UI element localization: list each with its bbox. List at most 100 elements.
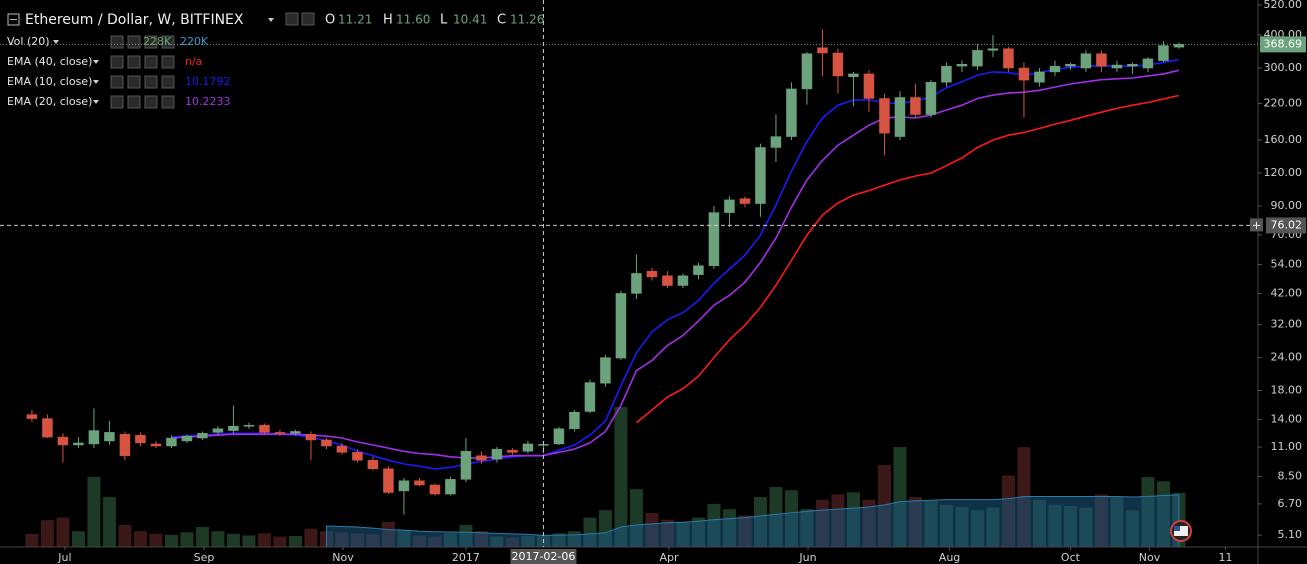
y-tick-label: 6.70 [1278,497,1303,510]
volume-bar [257,533,271,547]
y-tick-label: 5.10 [1278,528,1303,541]
y-tick-label: 300.00 [1264,61,1303,74]
candle-body [1034,71,1045,83]
indicator-icon[interactable] [161,95,175,109]
candle-body [925,81,937,115]
indicator-icon[interactable] [161,55,175,69]
indicator-icon[interactable] [110,35,124,49]
dropdown-arrow[interactable] [53,40,59,44]
candle-body [522,443,534,452]
y-tick-label: 18.00 [1271,384,1303,397]
candle-body [197,433,208,439]
volume-bar [149,533,163,547]
ema-line [171,58,1180,470]
x-tick-label: Jul [57,551,71,564]
volume-bar [226,533,240,547]
candle-body [708,212,720,266]
ohlc-value: 11.26 [510,13,544,27]
indicator-icon[interactable] [127,35,141,49]
candle-body [600,357,611,384]
y-tick-label: 90.00 [1271,199,1303,212]
candle-body [569,412,580,430]
candle-body [910,97,921,115]
ema-line [635,94,1180,424]
candle-body [724,199,735,213]
toolbar-icon[interactable] [301,12,315,26]
volume-bar [195,527,209,547]
candle-body [848,73,859,78]
plot-area [25,29,1186,548]
candle-body [88,430,100,445]
candle-body [832,52,844,77]
candle-body [662,275,673,286]
volume-bar [118,524,132,547]
candle-body [894,97,906,137]
y-tick-label: 42.00 [1271,286,1303,299]
dropdown-arrow[interactable] [93,60,99,64]
crosshair-price-label: 76.02 [1271,218,1303,231]
indicator-icon[interactable] [144,35,158,49]
y-tick-label: 54.00 [1271,258,1303,271]
volume-bar [87,477,101,547]
indicator-icon[interactable] [144,95,158,109]
candle-body [290,431,301,434]
ema-legend-value: n/a [185,55,202,68]
volume-bar [614,407,628,547]
indicator-icon[interactable] [144,55,158,69]
candle-body [228,425,239,431]
ema-legend-value: 10.1792 [185,75,231,88]
dropdown-arrow[interactable] [93,100,99,104]
volume-bar [40,520,54,547]
candle-body [1111,64,1123,69]
y-tick-label: 120.00 [1264,166,1303,179]
y-tick-label: 220.00 [1264,97,1303,110]
volume-bar [242,535,256,547]
candle-body [1096,53,1107,67]
candle-body [693,265,704,275]
ohlc-letter: C [497,13,506,28]
crosshair-date-box [510,549,577,564]
volume-bar [164,534,178,547]
indicator-icon[interactable] [144,75,158,89]
dropdown-arrow[interactable] [93,80,99,84]
candle-body [352,452,363,461]
candle-body [1003,48,1014,69]
candle-body [677,275,689,286]
candle-body [57,436,69,446]
toolbar-icon[interactable] [285,12,299,26]
ema-legend-value: 10.2233 [185,95,231,108]
candle-body [476,455,487,461]
indicator-icon[interactable] [127,95,141,109]
x-tick-label: Oct [1061,551,1081,564]
candle-body [553,428,565,445]
candle-body [212,428,224,433]
candle-body [336,445,348,453]
ema-legend-name: EMA (20, close) [7,95,92,108]
candle-body [584,382,596,412]
volume-bar [133,531,147,547]
x-tick-label: Aug [939,551,960,564]
candle-body [445,479,456,495]
candle-body [1065,64,1076,67]
indicator-icon[interactable] [161,35,175,49]
indicator-icon[interactable] [110,75,124,89]
candle-body [507,449,518,453]
indicator-icon[interactable] [127,75,141,89]
candle-body [1080,53,1092,69]
volume-bar [102,497,116,547]
y-tick-label: 24.00 [1271,351,1303,364]
ema-legend-name: EMA (10, close) [7,75,92,88]
collapse-icon[interactable] [7,13,20,26]
dropdown-arrow[interactable] [268,18,274,22]
indicator-icon[interactable] [127,55,141,69]
indicator-icon[interactable] [110,55,124,69]
volume-ma-area [325,494,1180,548]
candle-body [383,468,394,493]
candle-body [119,433,131,456]
indicator-icon[interactable] [110,95,124,109]
indicator-icon[interactable] [161,75,175,89]
candle-body [879,98,890,134]
last-price-label: 368.69 [1264,37,1303,50]
volume-bar [56,517,70,547]
